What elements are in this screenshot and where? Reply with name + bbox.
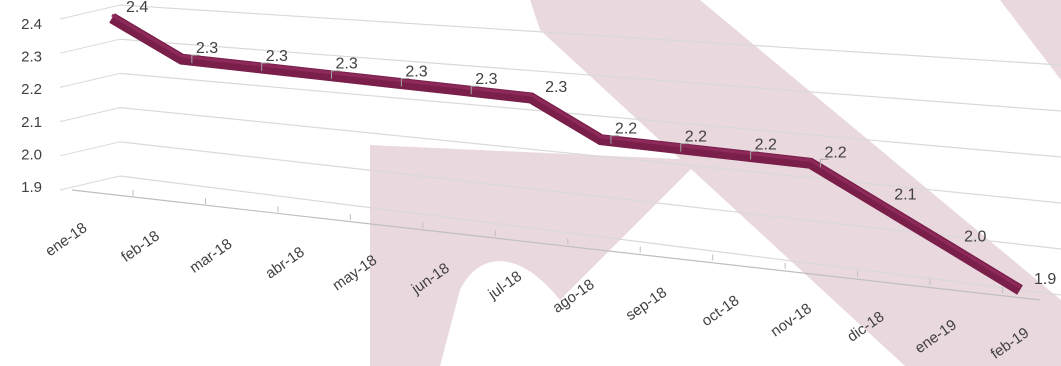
x-tick-label: jul-18 bbox=[484, 268, 525, 304]
data-label-leader bbox=[331, 70, 340, 79]
gridline-side bbox=[59, 38, 121, 54]
y-tick-label: 2.1 bbox=[21, 114, 42, 131]
series-line-path bbox=[109, 13, 1023, 295]
data-label: 2.3 bbox=[405, 63, 427, 80]
data-label-leader bbox=[191, 54, 200, 64]
x-tick-label: nov-18 bbox=[768, 300, 815, 340]
data-label: 1.9 bbox=[1034, 271, 1056, 288]
x-tick-label: oct-18 bbox=[699, 292, 743, 330]
data-label: 2.3 bbox=[336, 56, 358, 73]
gridline-side bbox=[59, 141, 121, 157]
x-tick-label: abr-18 bbox=[262, 244, 307, 283]
data-label: 2.3 bbox=[545, 79, 567, 96]
x-tick-label: mar-18 bbox=[187, 236, 236, 277]
gridline-side bbox=[59, 175, 121, 191]
data-label: 2.4 bbox=[126, 0, 148, 16]
data-label: 2.2 bbox=[615, 121, 637, 138]
y-tick-label: 1.9 bbox=[21, 179, 42, 196]
data-label: 2.3 bbox=[266, 48, 288, 65]
data-label-leader bbox=[750, 150, 759, 160]
gridlines bbox=[59, 4, 1061, 301]
series-line-highlight bbox=[111, 13, 1021, 289]
y-tick-label: 2.2 bbox=[21, 81, 42, 98]
y-tick-label: 2.0 bbox=[21, 146, 42, 163]
data-label-leader bbox=[261, 62, 270, 71]
data-label-leader bbox=[400, 77, 410, 87]
data-label: 2.2 bbox=[685, 129, 707, 146]
data-label: 2.0 bbox=[964, 229, 986, 246]
watermark-logo bbox=[370, 0, 1061, 366]
y-tick-label: 2.4 bbox=[21, 16, 42, 33]
x-tick-label: ene-18 bbox=[42, 219, 90, 260]
gridline bbox=[119, 175, 1061, 296]
x-tick-label: sep-18 bbox=[623, 284, 670, 324]
data-label: 2.3 bbox=[475, 71, 497, 88]
data-label-leader bbox=[819, 158, 829, 168]
x-axis-line bbox=[71, 189, 1041, 301]
data-label: 2.1 bbox=[894, 186, 916, 203]
gridline-side bbox=[59, 72, 121, 88]
gridline-side bbox=[59, 107, 121, 123]
y-tick-label: 2.3 bbox=[21, 49, 42, 66]
gridline-side bbox=[59, 4, 121, 20]
data-label: 2.2 bbox=[755, 136, 777, 153]
gridline bbox=[119, 107, 1061, 204]
y-axis-ticks: 1.9 2.0 2.1 2.2 2.3 2.4 bbox=[21, 16, 42, 196]
data-label: 2.3 bbox=[196, 40, 218, 57]
gridline bbox=[119, 38, 1061, 112]
data-label-leader bbox=[680, 143, 689, 152]
gridline bbox=[119, 141, 1061, 250]
gridline bbox=[119, 72, 1061, 158]
data-label-leader bbox=[610, 135, 619, 144]
gridline bbox=[119, 4, 1061, 66]
data-label-leader bbox=[470, 85, 480, 95]
data-label: 2.2 bbox=[824, 144, 846, 161]
data-labels: 2.4 2.3 2.3 2.3 2.3 2.3 2.3 2.2 2.2 2.2 2.2 2.1 2.0 1… bbox=[126, 0, 1056, 288]
x-tick-label: feb-18 bbox=[118, 227, 163, 265]
series-line bbox=[109, 13, 1023, 295]
